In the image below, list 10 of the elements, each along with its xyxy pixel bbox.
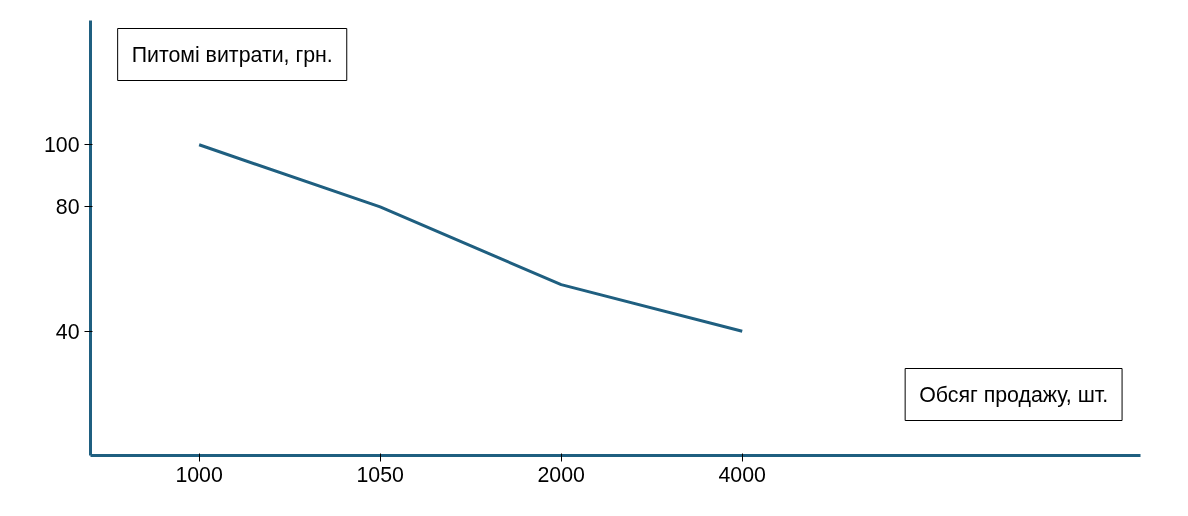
x-tick-label: 1050 — [356, 462, 405, 487]
line-series — [197, 143, 744, 333]
x-tick-label: 1000 — [175, 462, 223, 487]
x-tick-label: 4000 — [718, 462, 767, 487]
y-tick-label: 80 — [55, 195, 80, 220]
x-axis-title: Обсяг продажу, шт. — [919, 382, 1109, 407]
x-tick-label: 2000 — [537, 462, 586, 487]
y-tick-label: 40 — [55, 319, 80, 344]
y-axis-title: Питомі витрати, грн. — [131, 42, 333, 67]
y-tick-label: 100 — [43, 133, 80, 158]
